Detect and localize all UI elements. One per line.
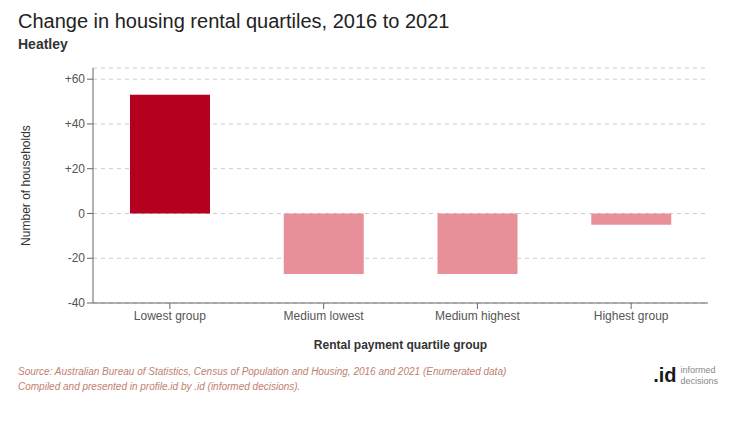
svg-text:+40: +40 [65, 117, 86, 131]
svg-text:Highest group: Highest group [594, 309, 669, 323]
html-text:Change in housing rental quart: Change in housing rental quartiles, 2016… [18, 10, 450, 32]
svg-text:+60: +60 [65, 72, 86, 86]
html-text:Compiled and presented in prof: Compiled and presented in profile.id by … [18, 381, 301, 392]
svg-text:0: 0 [78, 207, 85, 221]
svg-text:-40: -40 [68, 296, 86, 310]
html-text:decisions: decisions [680, 375, 718, 386]
html-text:Heatley: Heatley [18, 36, 68, 52]
svg-text:Number of households: Number of households [19, 125, 33, 246]
svg-text:Medium lowest: Medium lowest [284, 309, 365, 323]
svg-text:-20: -20 [68, 251, 86, 265]
svg-text:Medium highest: Medium highest [435, 309, 520, 323]
html-text:.id informed: .id informed [653, 364, 716, 386]
svg-text:+20: +20 [65, 162, 86, 176]
html-text:Source: Australian Bureau of S: Source: Australian Bureau of Statistics,… [18, 366, 507, 377]
svg-text:Rental payment quartile group: Rental payment quartile group [314, 338, 487, 352]
svg-text:Lowest group: Lowest group [134, 309, 206, 323]
